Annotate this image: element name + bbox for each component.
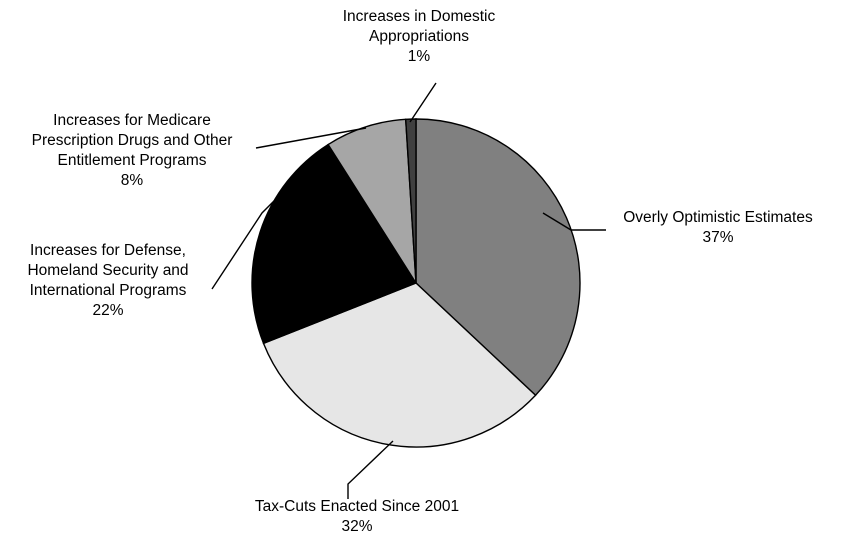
- leader-line-2: [347, 440, 394, 499]
- slice-name-line: Appropriations: [369, 28, 469, 45]
- slice-value-label: 22%: [92, 302, 123, 319]
- slice-value-label: 8%: [121, 172, 144, 189]
- pie-slice-2: [262, 282, 537, 448]
- slice-name-line: Tax-Cuts Enacted Since 2001: [255, 498, 459, 515]
- slice-name-line: Overly Optimistic Estimates: [623, 209, 813, 226]
- slice-value-label: 37%: [702, 229, 733, 246]
- slice-label-2: Tax-Cuts Enacted Since 2001 32%: [255, 498, 459, 535]
- slice-label-5: Increases in Domestic Appropriations 1%: [343, 8, 496, 65]
- leader-line-5: [409, 82, 437, 123]
- leader-line-4: [255, 127, 367, 149]
- slice-name-line: Entitlement Programs: [57, 152, 206, 169]
- slice-value-label: 32%: [341, 518, 372, 535]
- slice-name-line: Increases for Medicare: [53, 112, 211, 129]
- slice-label-1: Overly Optimistic Estimates 37%: [623, 209, 813, 246]
- slice-name-line: International Programs: [30, 282, 187, 299]
- slice-value-label: 1%: [408, 48, 431, 65]
- pie-slice-3: [251, 143, 418, 345]
- slice-name-line: Increases for Defense,: [30, 242, 186, 259]
- pie-slice-1: [415, 118, 581, 397]
- slice-labels: Overly Optimistic Estimates 37% Tax-Cuts E…: [27, 8, 813, 535]
- leader-line-3: [211, 172, 303, 290]
- slice-name-line: Prescription Drugs and Other: [32, 132, 233, 149]
- slice-name-line: Homeland Security and: [27, 262, 188, 279]
- slice-name-line: Increases in Domestic: [343, 8, 496, 25]
- slice-label-4: Increases for Medicare Prescription Drugs…: [32, 112, 233, 189]
- pie-slice-5: [404, 118, 417, 284]
- leader-lines: [211, 82, 606, 499]
- leader-line-1: [542, 212, 606, 231]
- pie-slices: [251, 118, 581, 448]
- slice-label-3: Increases for Defense, Homeland Security …: [27, 242, 188, 319]
